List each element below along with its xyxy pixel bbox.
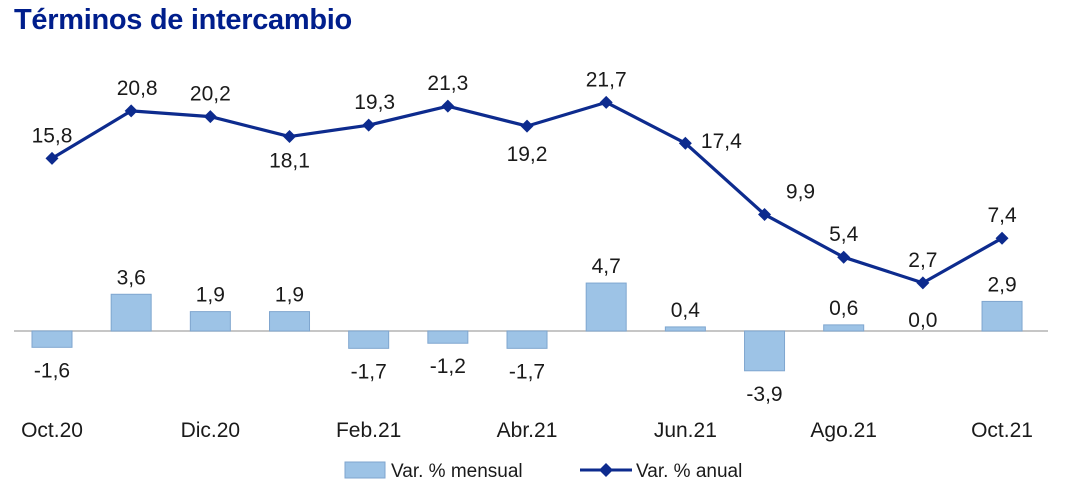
bar-label-Ago.21: 0,6	[829, 297, 858, 320]
point-Sep.21	[916, 276, 930, 290]
line-label-Oct.21: 7,4	[987, 204, 1017, 227]
point-May.21	[599, 95, 613, 109]
line-label-Feb.21: 19,3	[354, 91, 395, 114]
legend-bar-swatch	[344, 461, 386, 479]
point-Dic.20	[203, 110, 217, 124]
x-tick-Feb.21: Feb.21	[336, 419, 401, 442]
bar-label-Jun.21: 0,4	[671, 299, 701, 322]
line-label-Nov.20: 20,8	[117, 77, 158, 100]
point-Oct.21	[995, 231, 1009, 245]
line-label-Sep.21: 2,7	[908, 249, 937, 272]
line-label-Mar.21: 21,3	[427, 72, 468, 95]
bar-label-Feb.21: -1,7	[351, 360, 387, 383]
bar-Ago.21	[823, 324, 865, 332]
x-tick-Jun.21: Jun.21	[654, 419, 717, 442]
legend-line-label: Var. % anual	[636, 461, 742, 482]
line-label-Abr.21: 19,2	[507, 143, 548, 166]
line-label-Dic.20: 20,2	[190, 83, 231, 106]
bar-Mar.21	[427, 330, 469, 344]
legend-bar-label: Var. % mensual	[391, 461, 523, 482]
bar-label-Nov.20: 3,6	[117, 266, 146, 289]
line-label-May.21: 21,7	[586, 68, 627, 91]
point-Ago.21	[837, 250, 851, 264]
bar-label-Oct.21: 2,9	[987, 273, 1016, 296]
bar-label-Sep.21: 0,0	[908, 309, 937, 332]
chart-title: Términos de intercambio	[14, 4, 352, 36]
bar-Ene.21	[269, 311, 311, 332]
bar-label-Jul.21: -3,9	[746, 383, 782, 406]
bar-label-Dic.20: 1,9	[196, 284, 225, 307]
bar-label-Abr.21: -1,7	[509, 360, 545, 383]
bar-Jun.21	[664, 326, 706, 332]
point-Oct.20	[45, 151, 59, 165]
line-label-Jul.21: 9,9	[786, 180, 815, 203]
point-Jun.21	[678, 136, 692, 150]
point-Abr.21	[520, 119, 534, 133]
point-Ene.21	[283, 130, 297, 144]
x-tick-Oct.21: Oct.21	[971, 419, 1033, 442]
bar-label-May.21: 4,7	[592, 255, 621, 278]
line-label-Ago.21: 5,4	[829, 223, 859, 246]
bar-label-Ene.21: 1,9	[275, 284, 304, 307]
bar-Abr.21	[506, 330, 548, 349]
x-tick-Dic.20: Dic.20	[181, 419, 241, 442]
bar-May.21	[585, 282, 627, 332]
bar-Jul.21	[744, 330, 786, 372]
line-label-Jun.21: 17,4	[701, 130, 742, 153]
legend-line-marker	[599, 463, 613, 477]
line-label-Oct.20: 15,8	[32, 124, 73, 147]
point-Nov.20	[124, 104, 138, 118]
bar-label-Oct.20: -1,6	[34, 359, 70, 382]
line-label-Ene.21: 18,1	[269, 150, 310, 173]
bar-Nov.20	[110, 293, 152, 332]
bar-Oct.21	[981, 300, 1023, 332]
x-tick-Oct.20: Oct.20	[21, 419, 83, 442]
x-tick-Abr.21: Abr.21	[497, 419, 558, 442]
bar-Dic.20	[189, 311, 231, 332]
point-Feb.21	[362, 118, 376, 132]
bar-label-Mar.21: -1,2	[430, 355, 466, 378]
bar-Feb.21	[348, 330, 390, 349]
point-Jul.21	[758, 207, 772, 221]
point-Mar.21	[441, 99, 455, 113]
x-tick-Ago.21: Ago.21	[810, 419, 877, 442]
bar-Oct.20	[31, 330, 73, 348]
